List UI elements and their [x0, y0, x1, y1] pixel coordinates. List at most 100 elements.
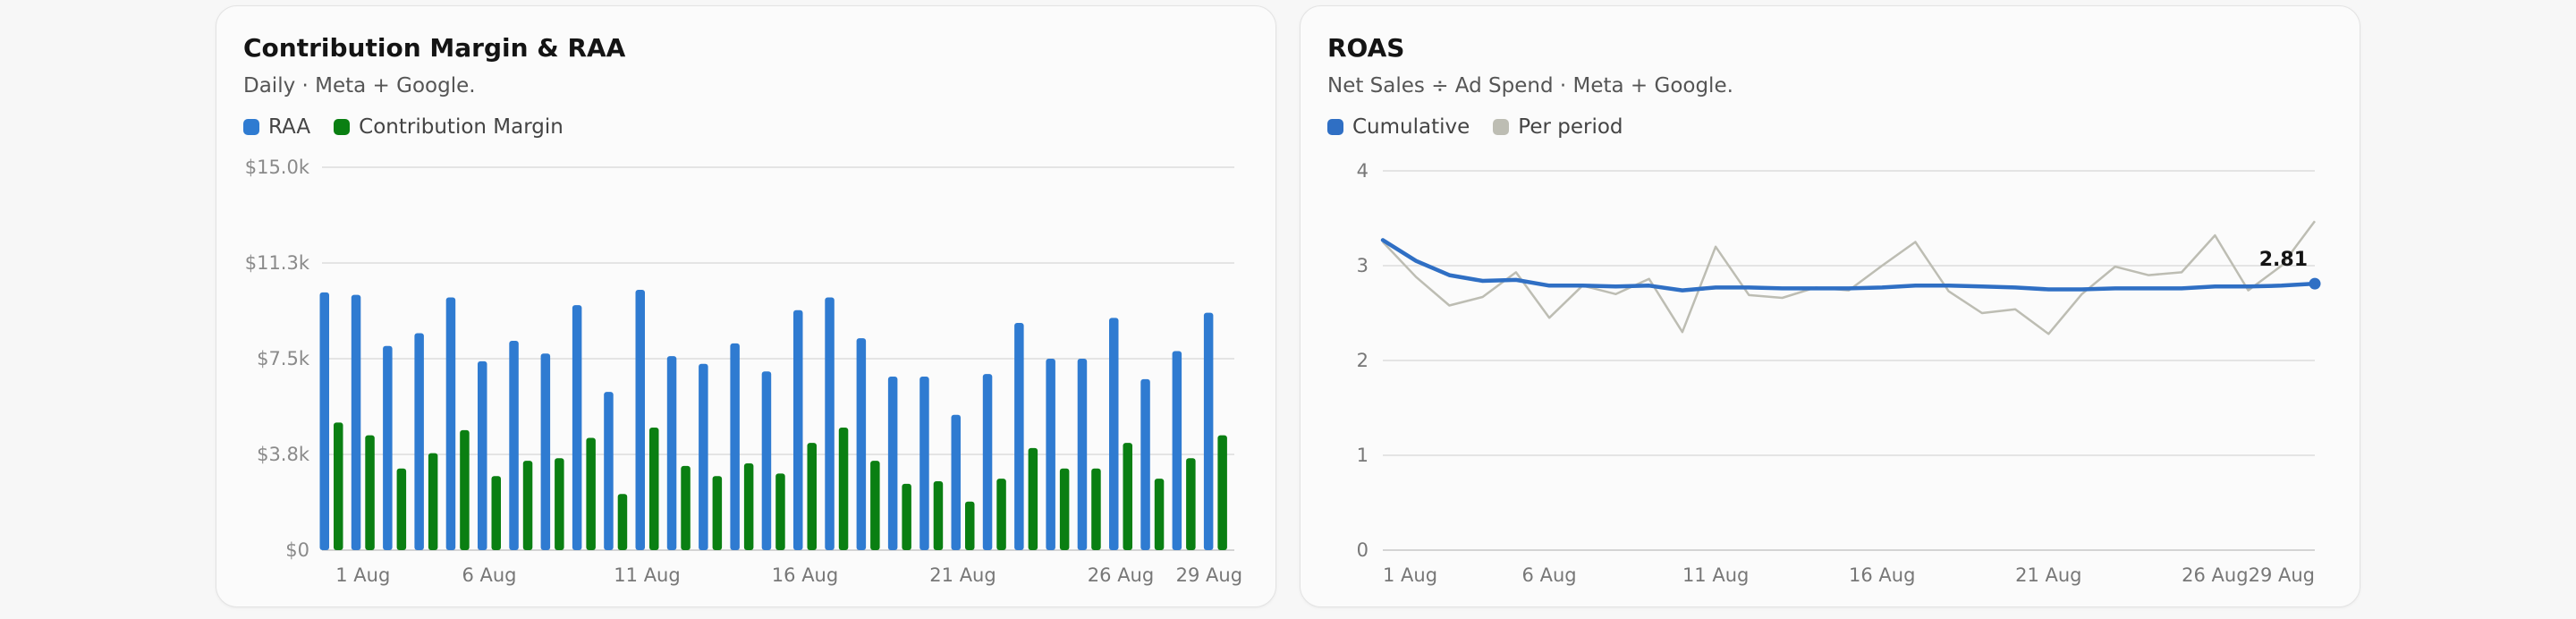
x-tick-label: 1 Aug [335, 564, 390, 586]
contribution-margin-bar [460, 429, 470, 550]
contribution-margin-bar [775, 473, 785, 550]
raa-bar [572, 305, 582, 550]
raa-bar [951, 414, 961, 550]
legend-swatch-per-period [1493, 119, 1510, 135]
y-tick-label: 3 [1357, 255, 1368, 276]
raa-bar [666, 356, 677, 550]
raa-bar [761, 371, 772, 550]
y-tick-label: 1 [1357, 445, 1368, 466]
contribution-margin-bar [1059, 468, 1070, 550]
chart-subtitle: Net Sales ÷ Ad Spend · Meta + Google. [1327, 74, 1733, 98]
contribution-margin-bar [396, 468, 407, 550]
chart-title: Contribution Margin & RAA [243, 33, 626, 63]
raa-bar [1140, 378, 1150, 550]
raa-bar [887, 376, 898, 550]
roas-card: ROAS Net Sales ÷ Ad Spend · Meta + Googl… [1300, 5, 2360, 607]
x-tick-label: 16 Aug [772, 564, 838, 586]
legend-item-contribution-margin[interactable]: Contribution Margin [334, 115, 564, 139]
legend-label-per-period: Per period [1518, 115, 1623, 139]
raa-bar [540, 353, 551, 550]
contribution-margin-bar [807, 443, 817, 550]
legend-swatch-contribution-margin [334, 119, 351, 135]
raa-bar [982, 374, 993, 550]
contribution-margin-bar [743, 462, 754, 550]
legend-swatch-cumulative [1327, 119, 1343, 135]
contribution-margin-bar [681, 465, 691, 550]
contribution-margin-bar [334, 422, 343, 550]
contribution-margin-bar [555, 458, 564, 550]
chart-legend: Cumulative Per period [1327, 115, 1647, 139]
contribution-margin-bar [1217, 435, 1227, 550]
x-tick-label: 6 Aug [462, 564, 516, 586]
raa-bar [699, 363, 708, 550]
contribution-margin-raa-card: Contribution Margin & RAA Daily · Meta +… [216, 5, 1276, 607]
x-tick-label: 26 Aug [2182, 564, 2248, 586]
contribution-margin-bar [617, 494, 628, 550]
raa-bar [1109, 318, 1119, 550]
raa-bar [730, 343, 740, 550]
cumulative-line [1380, 238, 2318, 293]
contribution-margin-bar [522, 461, 533, 550]
x-tick-label: 16 Aug [1849, 564, 1915, 586]
contribution-margin-bar [712, 476, 723, 550]
raa-bar [1172, 351, 1182, 550]
contribution-margin-bar [428, 453, 438, 550]
y-tick-label: $3.8k [257, 444, 310, 465]
raa-bar [414, 333, 424, 550]
chart-subtitle: Daily · Meta + Google. [243, 74, 476, 98]
y-tick-label: $11.3k [245, 252, 310, 274]
contribution-margin-bar [1091, 468, 1101, 550]
contribution-margin-bar [902, 483, 911, 550]
raa-bar [604, 392, 614, 550]
per-period-line [1382, 220, 2317, 335]
raa-bar [1014, 323, 1024, 550]
legend-item-per-period[interactable]: Per period [1493, 115, 1623, 139]
raa-bar [635, 289, 645, 550]
raa-bar [478, 360, 487, 550]
raa-bar [445, 297, 456, 550]
y-tick-label: $7.5k [257, 348, 310, 369]
raa-bar [856, 338, 867, 550]
line-chart: 0 1 2 3 4 2.81 1 Aug 6 Aug 11 Aug 16 Aug 21 Aug 26 … [1357, 160, 2321, 586]
contribution-margin-bar [649, 428, 659, 550]
raa-bar [1203, 312, 1214, 550]
x-tick-label: 11 Aug [1682, 564, 1749, 586]
contribution-margin-bar [838, 428, 849, 550]
x-tick-label: 29 Aug [1176, 564, 1242, 586]
raa-bar [351, 294, 361, 550]
contribution-margin-bar [870, 461, 880, 550]
raa-bar [383, 345, 393, 550]
legend-item-cumulative[interactable]: Cumulative [1327, 115, 1470, 139]
contribution-margin-bar [933, 480, 944, 550]
cumulative-end-marker [2309, 277, 2321, 290]
raa-bar [1046, 359, 1055, 550]
x-tick-label: 29 Aug [2249, 564, 2315, 586]
raa-bar [319, 292, 329, 550]
y-tick-label: $0 [285, 539, 309, 561]
x-tick-label: 26 Aug [1088, 564, 1154, 586]
raa-bar [509, 341, 519, 550]
contribution-margin-bar [1186, 458, 1196, 550]
raa-bar [825, 297, 835, 550]
legend-item-raa[interactable]: RAA [243, 115, 310, 139]
bar-chart: $0 $3.8k $7.5k $11.3k $15.0k 1 Aug 6 Aug 11 Aug… [245, 157, 1242, 586]
y-tick-label: $15.0k [245, 157, 310, 178]
contribution-margin-bar [996, 479, 1006, 550]
cumulative-end-label: 2.81 [2259, 249, 2308, 271]
contribution-margin-bar [586, 437, 596, 550]
chart-legend: RAA Contribution Margin [243, 115, 587, 139]
legend-label-raa: RAA [268, 115, 311, 139]
contribution-margin-bar [365, 435, 375, 550]
contribution-margin-bar [491, 476, 501, 550]
chart-title: ROAS [1327, 33, 1405, 63]
raa-bar [1077, 359, 1088, 550]
legend-label-cumulative: Cumulative [1352, 115, 1470, 139]
y-tick-label: 4 [1357, 160, 1368, 182]
x-tick-label: 21 Aug [929, 564, 996, 586]
raa-bar [919, 376, 929, 550]
contribution-margin-bar [965, 501, 975, 550]
x-tick-label: 21 Aug [2015, 564, 2081, 586]
contribution-margin-bar [1154, 479, 1165, 550]
contribution-margin-bar [1123, 443, 1132, 550]
x-tick-label: 11 Aug [614, 564, 680, 586]
